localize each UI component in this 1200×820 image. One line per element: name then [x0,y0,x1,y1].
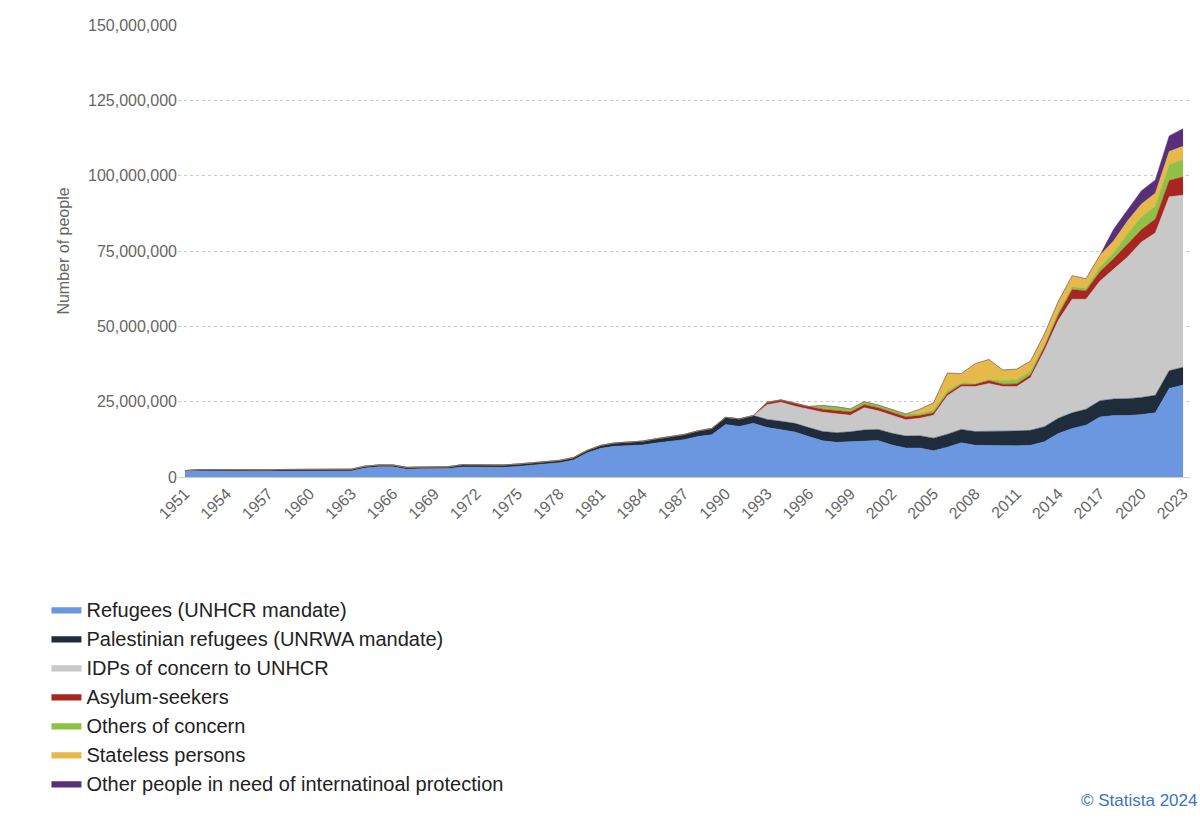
svg-text:Asylum-seekers: Asylum-seekers [86,686,228,708]
svg-text:Refugees (UNHCR mandate): Refugees (UNHCR mandate) [86,599,346,621]
svg-text:1969: 1969 [405,485,442,522]
svg-text:1975: 1975 [488,485,525,522]
svg-text:1972: 1972 [447,485,484,522]
svg-text:2011: 2011 [988,485,1024,521]
svg-text:Other people in need of intern: Other people in need of internatinoal pr… [86,773,503,795]
svg-text:125,000,000: 125,000,000 [88,92,177,109]
svg-text:1999: 1999 [821,485,858,522]
svg-text:Number of people: Number of people [55,187,72,314]
svg-text:1996: 1996 [779,485,816,522]
svg-text:2002: 2002 [863,485,900,522]
svg-text:1993: 1993 [738,485,775,522]
svg-text:100,000,000: 100,000,000 [88,167,177,184]
svg-text:Others of concern: Others of concern [86,715,245,737]
svg-text:1984: 1984 [613,485,650,522]
svg-text:2017: 2017 [1070,485,1107,522]
svg-text:IDPs of concern to UNHCR: IDPs of concern to UNHCR [86,657,328,679]
svg-text:© Statista 2024: © Statista 2024 [1081,791,1198,810]
svg-text:1987: 1987 [655,485,692,522]
svg-text:1951: 1951 [156,485,193,522]
svg-text:1966: 1966 [363,485,400,522]
svg-text:2023: 2023 [1154,485,1191,522]
svg-text:1990: 1990 [696,485,733,522]
svg-text:1981: 1981 [571,485,608,522]
svg-text:1978: 1978 [530,485,567,522]
svg-text:1957: 1957 [239,485,276,522]
svg-text:25,000,000: 25,000,000 [97,393,177,410]
svg-text:1963: 1963 [322,485,359,522]
svg-text:2008: 2008 [946,485,983,522]
svg-text:1954: 1954 [197,485,234,522]
svg-text:2005: 2005 [904,485,941,522]
svg-text:50,000,000: 50,000,000 [97,318,177,335]
svg-text:Palestinian refugees (UNRWA ma: Palestinian refugees (UNRWA mandate) [86,628,443,650]
svg-text:0: 0 [168,469,177,486]
svg-text:Stateless persons: Stateless persons [86,744,245,766]
svg-text:75,000,000: 75,000,000 [97,243,177,260]
svg-text:2020: 2020 [1112,485,1149,522]
svg-text:1960: 1960 [280,485,317,522]
svg-text:150,000,000: 150,000,000 [88,17,177,34]
svg-text:2014: 2014 [1029,485,1066,522]
